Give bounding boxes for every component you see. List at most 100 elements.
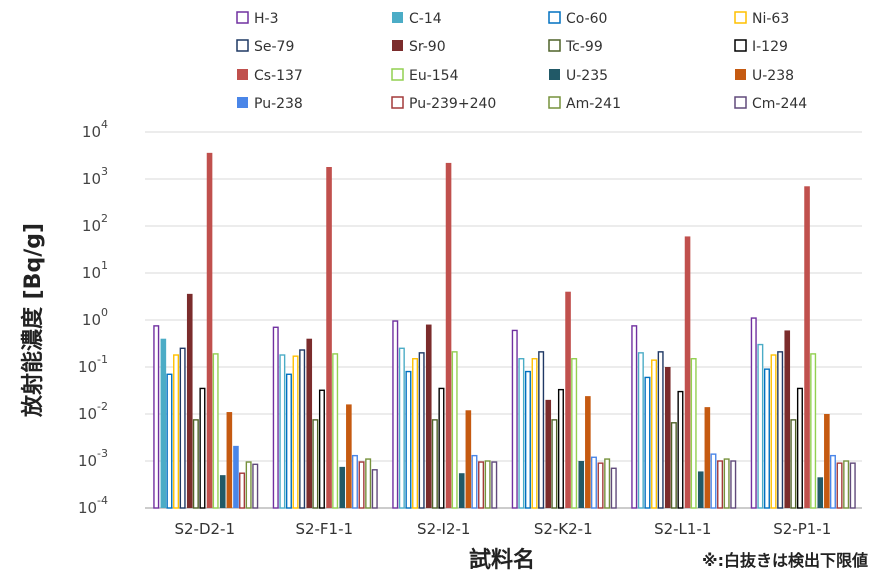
bar-h-3-s2-f1-1 <box>272 326 279 509</box>
legend-swatch <box>391 96 404 109</box>
y-tick-label: 102 <box>82 212 108 235</box>
legend-label: Se-79 <box>254 39 294 55</box>
bar-se-79-s2-l1-1 <box>657 351 664 509</box>
bar-pu-238-s2-l1-1 <box>710 453 717 509</box>
legend-item: Tc-99 <box>548 39 603 55</box>
bar-u-235-s2-k2-1 <box>578 461 585 508</box>
legend-swatch <box>392 40 403 51</box>
legend-swatch <box>734 11 747 24</box>
bar-ni-63-s2-i2-1 <box>412 358 419 509</box>
x-category-label: S2-K2-1 <box>534 520 593 538</box>
bar-eu-154-s2-l1-1 <box>690 358 697 509</box>
bar-cm-244-s2-l1-1 <box>730 460 737 509</box>
bar-pu-238-s2-f1-1 <box>351 454 358 509</box>
legend-label: I-129 <box>752 39 788 55</box>
bar-pu-238-s2-p1-1 <box>829 454 836 509</box>
bar-c-14-s2-d2-1 <box>160 338 167 508</box>
legend-label: Ni-63 <box>752 11 789 27</box>
bar-cm-244-s2-d2-1 <box>252 463 259 509</box>
bar-am-241-s2-d2-1 <box>245 461 252 509</box>
legend-label: Pu-239+240 <box>409 96 496 112</box>
legend-item: I-129 <box>734 39 788 55</box>
legend-label: Co-60 <box>566 11 607 27</box>
bar-pu-239-240-s2-l1-1 <box>717 460 724 509</box>
bar-ni-63-s2-k2-1 <box>531 358 538 509</box>
bar-pu-238-s2-d2-1 <box>233 445 239 508</box>
bar-cs-137-s2-i2-1 <box>445 162 452 508</box>
bar-u-235-s2-l1-1 <box>697 471 704 508</box>
bar-sr-90-s2-i2-1 <box>425 324 432 508</box>
legend-item: Sr-90 <box>392 39 446 55</box>
legend-label: Eu-154 <box>409 68 459 84</box>
bar-sr-90-s2-p1-1 <box>784 330 791 508</box>
bar-c-14-s2-l1-1 <box>637 352 644 509</box>
bar-ni-63-s2-d2-1 <box>173 354 180 509</box>
legend-label: C-14 <box>409 11 442 27</box>
bar-cs-137-s2-d2-1 <box>206 152 213 509</box>
legend-swatch <box>237 97 248 108</box>
bar-se-79-s2-d2-1 <box>179 347 186 509</box>
legend-label: Tc-99 <box>565 39 603 55</box>
bar-cs-137-s2-f1-1 <box>326 167 332 508</box>
bar-i-129-s2-p1-1 <box>796 387 803 509</box>
bar-u-235-s2-i2-1 <box>458 473 465 508</box>
bar-pu-239-240-s2-p1-1 <box>836 462 843 509</box>
legend-label: Cs-137 <box>254 68 303 84</box>
bar-tc-99-s2-p1-1 <box>790 419 797 509</box>
legend-label: Am-241 <box>566 96 621 112</box>
bar-u-235-s2-f1-1 <box>339 466 346 508</box>
legend-item: Am-241 <box>548 96 621 112</box>
bar-cm-244-s2-f1-1 <box>371 469 378 509</box>
x-category-label: S2-L1-1 <box>654 520 711 538</box>
y-tick-label: 10-4 <box>78 494 108 517</box>
bar-am-241-s2-p1-1 <box>843 460 850 509</box>
bar-u-238-s2-d2-1 <box>226 412 233 508</box>
bar-tc-99-s2-i2-1 <box>431 419 438 509</box>
bar-pu-239-240-s2-k2-1 <box>597 462 604 509</box>
bar-ni-63-s2-f1-1 <box>292 355 299 509</box>
bar-eu-154-s2-d2-1 <box>212 353 219 509</box>
bar-c-14-s2-k2-1 <box>518 358 525 509</box>
x-category-label: S2-D2-1 <box>174 520 235 538</box>
y-tick-label: 10-3 <box>78 447 108 470</box>
bar-c-14-s2-f1-1 <box>279 354 286 509</box>
bar-co-60-s2-f1-1 <box>285 373 292 509</box>
bar-pu-239-240-s2-d2-1 <box>239 472 246 509</box>
bar-am-241-s2-i2-1 <box>484 460 491 509</box>
bar-sr-90-s2-d2-1 <box>186 293 193 508</box>
bar-u-238-s2-k2-1 <box>585 396 591 508</box>
bar-co-60-s2-l1-1 <box>644 376 651 509</box>
y-tick-label: 100 <box>82 306 108 329</box>
legend-swatch <box>391 68 404 81</box>
bar-co-60-s2-p1-1 <box>763 368 770 509</box>
legend-label: U-235 <box>566 68 608 84</box>
y-axis-ticks: 10-4 10-3 10-2 10-1 100 101 102 103 104 <box>78 118 108 517</box>
bar-se-79-s2-k2-1 <box>538 351 545 509</box>
bar-eu-154-s2-k2-1 <box>571 358 578 509</box>
legend-swatch <box>236 11 249 24</box>
legend-item: Pu-238 <box>237 96 303 112</box>
legend-swatch <box>236 39 249 52</box>
legend-label: Pu-238 <box>254 96 303 112</box>
bar-u-235-s2-d2-1 <box>219 475 226 508</box>
bar-h-3-s2-p1-1 <box>750 317 757 509</box>
legend-item: Cs-137 <box>237 68 303 84</box>
footnote: ※:白抜きは検出下限値 <box>702 551 868 570</box>
legend-label: H-3 <box>254 11 279 27</box>
y-tick-label: 103 <box>82 165 108 188</box>
legend-label: U-238 <box>752 68 794 84</box>
legend-item: U-235 <box>549 68 608 84</box>
bar-pu-238-s2-i2-1 <box>471 454 478 509</box>
bar-i-129-s2-f1-1 <box>318 389 325 509</box>
legend-swatch <box>237 69 248 80</box>
x-category-label: S2-I2-1 <box>417 520 470 538</box>
bar-tc-99-s2-l1-1 <box>670 422 677 509</box>
y-axis-title: 放射能濃度 [Bq/g] <box>20 223 46 418</box>
bar-co-60-s2-k2-1 <box>524 370 531 509</box>
x-axis-title: 試料名 <box>469 547 535 570</box>
legend-label: Cm-244 <box>752 96 807 112</box>
bar-eu-154-s2-f1-1 <box>332 353 339 509</box>
legend-item: Ni-63 <box>734 11 789 27</box>
bar-ni-63-s2-p1-1 <box>770 354 777 509</box>
